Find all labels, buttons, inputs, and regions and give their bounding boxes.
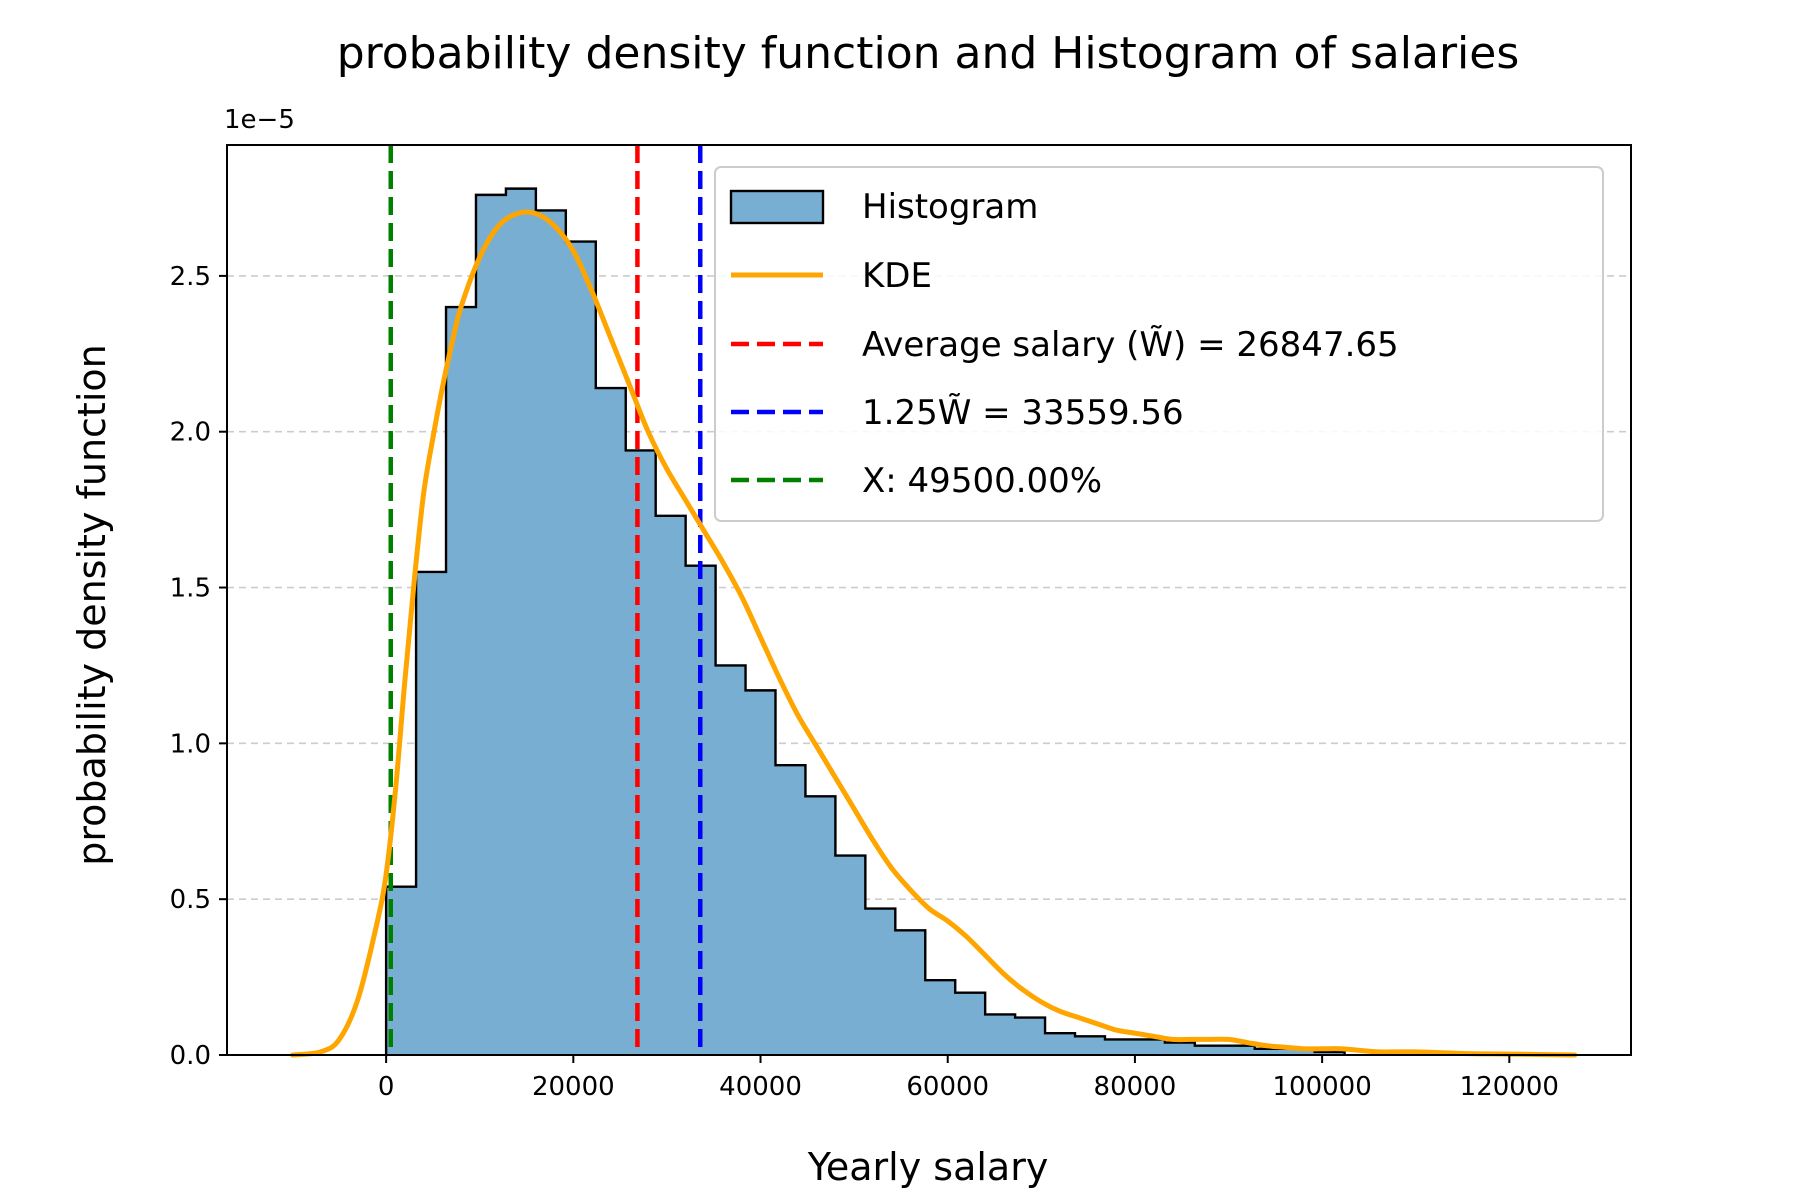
y-tick-label: 1.5	[170, 574, 211, 604]
y-axis-ticks: 0.0 0.5 1.0 1.5 2.0 2.5	[170, 262, 227, 1071]
legend: Histogram KDE Average salary (W̃) = 2684…	[714, 166, 1604, 522]
histogram-bar	[505, 188, 537, 1056]
y-tick-label: 0.0	[170, 1041, 211, 1071]
histogram-bar	[1104, 1039, 1136, 1055]
x-tick-label: 0	[378, 1072, 395, 1102]
x-axis-ticks: 0 20000 40000 60000 80000 100000 120000	[378, 1055, 1559, 1102]
histogram-bar	[1224, 1045, 1256, 1055]
x-axis-title: Yearly salary	[807, 1145, 1049, 1189]
histogram-bar	[715, 665, 747, 1055]
histogram-bar	[895, 930, 926, 1055]
histogram-bar	[655, 515, 687, 1055]
y-offset-label: 1e−5	[224, 105, 295, 135]
histogram-bar	[805, 796, 836, 1055]
histogram-bar	[625, 450, 657, 1055]
legend-histogram-label: Histogram	[862, 187, 1038, 227]
vertical-lines	[388, 145, 703, 1055]
histogram-bars	[386, 188, 1346, 1056]
histogram-bar	[925, 980, 956, 1055]
y-tick-label: 1.0	[170, 729, 211, 759]
histogram-bar	[1194, 1045, 1226, 1055]
x-tick-label: 60000	[906, 1072, 989, 1102]
x-tick-label: 100000	[1272, 1072, 1371, 1102]
histogram-bar	[955, 992, 986, 1055]
histogram-bar	[1134, 1039, 1166, 1055]
x-tick-label: 20000	[532, 1072, 615, 1102]
histogram-outline	[384, 187, 1346, 1055]
histogram-bar	[1164, 1042, 1196, 1055]
histogram-bar	[1045, 1033, 1076, 1055]
histogram-bar	[475, 194, 507, 1055]
histogram-bar	[985, 1014, 1016, 1055]
y-tick-label: 2.5	[170, 262, 211, 292]
histogram-bar	[535, 210, 567, 1056]
legend-average-label: Average salary (W̃) = 26847.65	[862, 325, 1399, 365]
histogram-bar	[416, 571, 447, 1055]
x-tick-label: 40000	[719, 1072, 802, 1102]
legend-histogram-swatch	[729, 189, 825, 225]
histogram-bar	[1314, 1051, 1346, 1055]
histogram-bar	[446, 307, 477, 1055]
plot-area-frame	[226, 144, 1632, 1056]
legend-box	[714, 166, 1604, 522]
x-tick-label: 80000	[1094, 1072, 1177, 1102]
legend-kde-label: KDE	[862, 256, 932, 296]
histogram-bar	[1254, 1048, 1286, 1055]
histogram-bar	[1015, 1017, 1046, 1055]
chart-title: probability density function and Histogr…	[337, 28, 1520, 79]
histogram-bar	[745, 690, 777, 1055]
histogram-bar	[865, 908, 896, 1055]
legend-threshold-label: 1.25W̃ = 33559.56	[862, 393, 1184, 433]
legend-x-marker-label: X: 49500.00%	[862, 461, 1102, 501]
histogram-bar	[775, 765, 807, 1055]
histogram-bar	[565, 241, 597, 1055]
histogram-bar	[1284, 1048, 1316, 1055]
kde-line	[290, 209, 1578, 1058]
y-tick-label: 0.5	[170, 885, 211, 915]
histogram-bar	[1075, 1036, 1106, 1055]
y-axis-title: probability density function	[70, 344, 114, 865]
histogram-bar	[835, 855, 866, 1055]
y-tick-label: 2.0	[170, 418, 211, 448]
x-tick-label: 120000	[1460, 1072, 1559, 1102]
histogram-bar	[595, 388, 627, 1056]
